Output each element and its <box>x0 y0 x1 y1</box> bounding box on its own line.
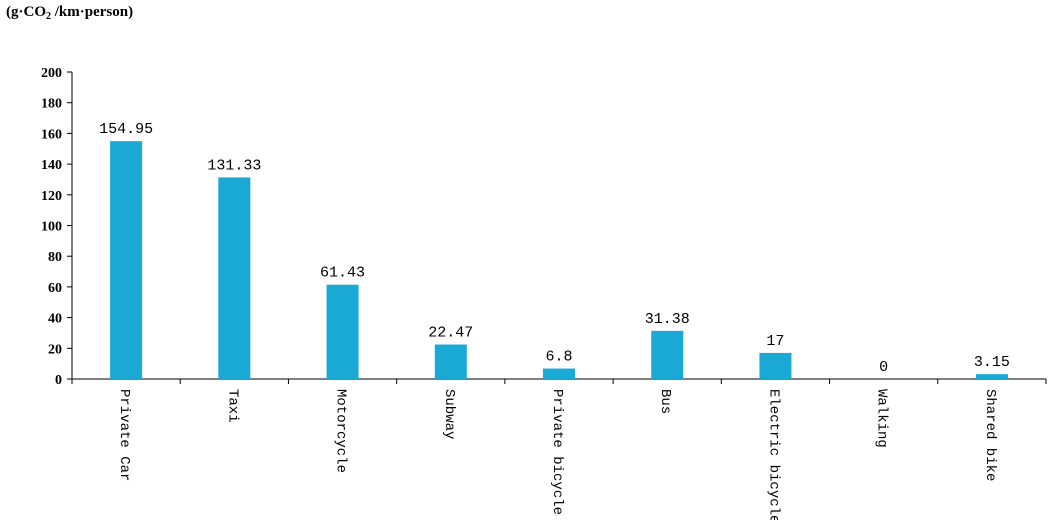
y-tick-label: 20 <box>48 342 62 357</box>
y-unit-suffix: /km·person) <box>51 4 134 20</box>
bar-value-label: 154.95 <box>99 121 153 138</box>
bar-value-label: 17 <box>766 333 784 350</box>
y-tick-label: 180 <box>41 97 62 112</box>
x-category-label: Private bicycle <box>549 389 565 515</box>
bar <box>110 141 143 379</box>
y-tick-label: 100 <box>41 220 62 235</box>
y-tick-label: 120 <box>41 189 62 204</box>
x-category-label: Private Car <box>116 389 132 481</box>
y-tick-label: 80 <box>48 250 62 265</box>
x-category-label: Taxi <box>224 389 240 423</box>
value-labels: 154.95 131.33 61.43 22.47 6.8 31.38 17 0 3.15 <box>99 121 1010 376</box>
y-tick-label: 140 <box>41 158 62 173</box>
y-axis-unit-label: (g·CO2 /km·person) <box>6 4 133 22</box>
bar-value-label: 131.33 <box>207 157 261 174</box>
y-unit-subscript: 2 <box>46 11 51 22</box>
bar <box>651 330 684 379</box>
bar <box>326 284 359 379</box>
bar <box>434 344 467 379</box>
bar <box>218 177 251 379</box>
y-unit-prefix: (g·CO <box>6 4 46 20</box>
bar-value-label: 0 <box>879 359 888 376</box>
bars <box>110 141 1008 379</box>
bar <box>759 352 792 379</box>
axes: 0 20 40 60 80 100 120 140 160 180 200 <box>41 66 1047 388</box>
x-category-label: Motorcycle <box>333 389 349 473</box>
y-tick-label: 160 <box>41 127 62 142</box>
bar <box>543 368 575 379</box>
y-tick-label: 200 <box>41 66 62 81</box>
y-tick-label: 0 <box>55 373 62 388</box>
x-category-label: Walking <box>874 389 890 448</box>
x-category-label: Electric bicycle <box>765 389 781 520</box>
bar-value-label: 31.38 <box>645 311 690 328</box>
x-category-label: Subway <box>441 389 457 439</box>
x-category-label: Shared bike <box>982 389 998 481</box>
bar-value-label: 6.8 <box>545 349 572 366</box>
y-tick-label: 60 <box>48 281 62 296</box>
bar-value-label: 22.47 <box>428 325 473 342</box>
bar-value-label: 61.43 <box>320 265 365 282</box>
bar <box>975 374 1008 379</box>
bar-value-label: 3.15 <box>974 354 1010 371</box>
category-labels: Private Car Taxi Motorcycle Subway Private b… <box>116 389 998 523</box>
y-tick-label: 40 <box>48 312 62 327</box>
x-category-label: Bus <box>657 389 673 414</box>
